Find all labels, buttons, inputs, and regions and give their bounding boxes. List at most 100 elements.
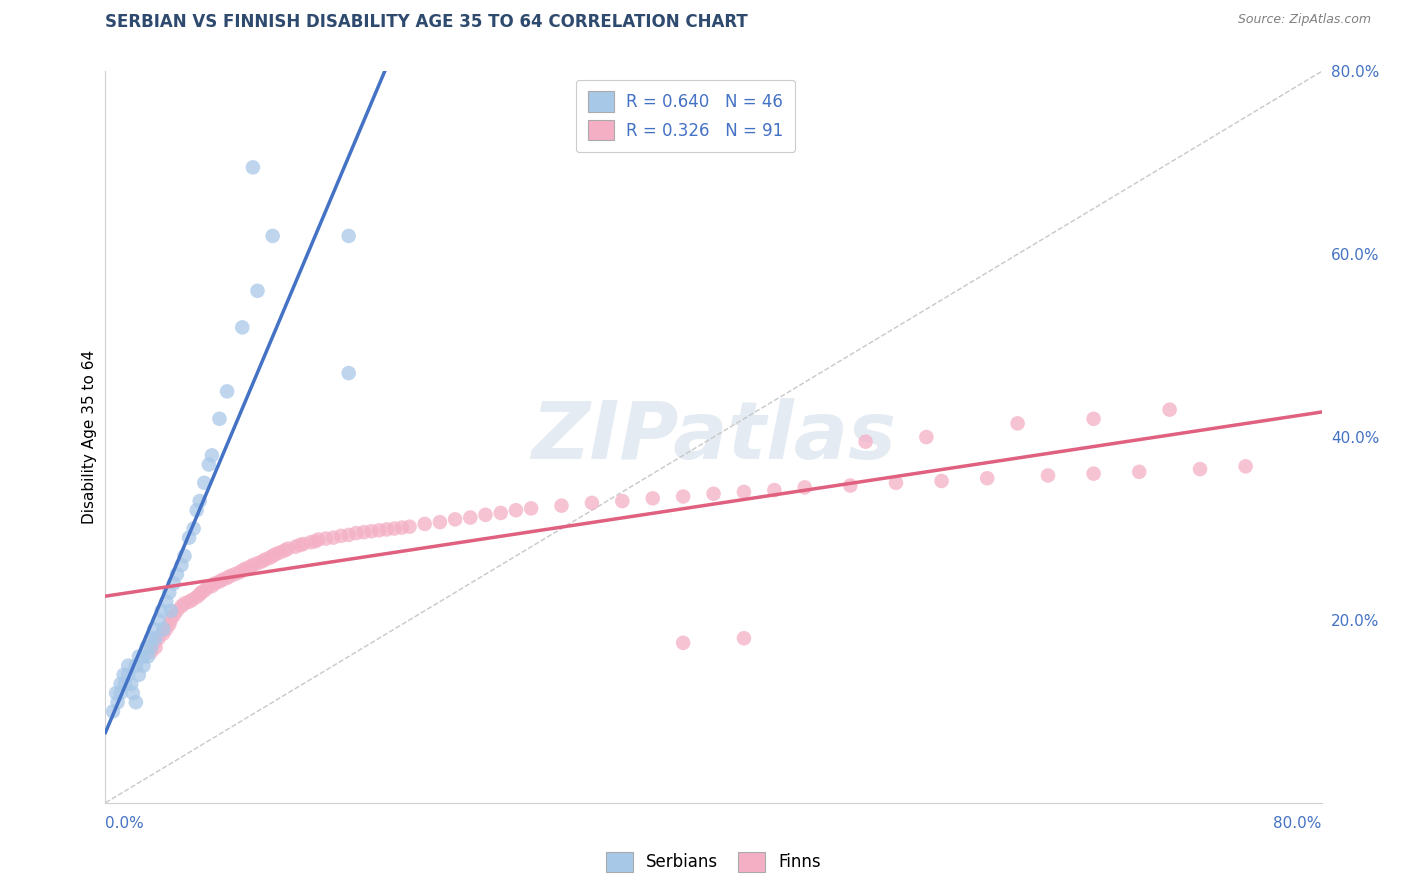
Point bbox=[170, 599, 193, 614]
Point bbox=[839, 478, 862, 492]
Point bbox=[1083, 467, 1105, 481]
Point bbox=[163, 608, 186, 623]
Point bbox=[702, 487, 725, 501]
Point bbox=[269, 545, 291, 559]
Point bbox=[208, 574, 231, 589]
Point bbox=[239, 560, 262, 574]
Point bbox=[976, 471, 998, 485]
Point bbox=[458, 510, 481, 524]
Point bbox=[288, 538, 311, 552]
Point bbox=[242, 161, 264, 175]
Point bbox=[259, 550, 281, 565]
Point bbox=[264, 547, 287, 561]
Point bbox=[198, 458, 221, 472]
Point bbox=[262, 228, 284, 243]
Point bbox=[112, 667, 135, 681]
Point bbox=[474, 508, 496, 522]
Point bbox=[155, 594, 177, 608]
Point bbox=[219, 569, 242, 583]
Point bbox=[188, 587, 211, 601]
Point bbox=[763, 483, 786, 497]
Point bbox=[224, 567, 246, 582]
Point bbox=[337, 528, 360, 542]
Point bbox=[139, 640, 162, 655]
Point bbox=[284, 540, 307, 554]
Text: 0.0%: 0.0% bbox=[105, 816, 145, 831]
Point bbox=[274, 543, 297, 558]
Point bbox=[125, 695, 148, 709]
Point bbox=[173, 549, 195, 563]
Point bbox=[262, 549, 284, 563]
Point bbox=[183, 521, 205, 535]
Point bbox=[641, 491, 664, 506]
Point bbox=[277, 541, 299, 556]
Point bbox=[157, 617, 180, 632]
Point bbox=[152, 622, 174, 636]
Point bbox=[307, 533, 329, 547]
Point bbox=[855, 434, 877, 449]
Point bbox=[186, 590, 208, 604]
Point bbox=[304, 534, 326, 549]
Point bbox=[166, 604, 188, 618]
Point bbox=[117, 658, 139, 673]
Point bbox=[193, 583, 215, 598]
Point bbox=[489, 506, 512, 520]
Point bbox=[315, 532, 337, 546]
Point bbox=[1159, 402, 1181, 417]
Point bbox=[612, 494, 634, 508]
Point bbox=[250, 554, 273, 568]
Point bbox=[117, 667, 139, 681]
Point bbox=[337, 366, 360, 380]
Point bbox=[211, 573, 233, 587]
Point bbox=[148, 632, 170, 646]
Point bbox=[177, 531, 200, 545]
Point bbox=[201, 449, 224, 463]
Point bbox=[145, 632, 167, 646]
Point bbox=[233, 562, 256, 576]
Point bbox=[330, 529, 353, 543]
Point bbox=[398, 519, 420, 533]
Point bbox=[884, 475, 907, 490]
Point bbox=[132, 658, 155, 673]
Point bbox=[148, 613, 170, 627]
Point bbox=[159, 604, 181, 618]
Point bbox=[413, 516, 436, 531]
Point bbox=[110, 686, 132, 700]
Point bbox=[444, 512, 467, 526]
Point bbox=[188, 494, 211, 508]
Point bbox=[128, 649, 150, 664]
Point bbox=[733, 632, 755, 646]
Point bbox=[217, 384, 239, 399]
Point bbox=[375, 523, 398, 537]
Point bbox=[143, 636, 166, 650]
Point bbox=[360, 524, 382, 539]
Point bbox=[195, 581, 218, 595]
Text: ZIPatlas: ZIPatlas bbox=[531, 398, 896, 476]
Point bbox=[931, 474, 953, 488]
Point bbox=[1234, 459, 1257, 474]
Point bbox=[391, 520, 413, 534]
Point bbox=[132, 649, 155, 664]
Point bbox=[520, 501, 543, 516]
Point bbox=[145, 640, 167, 655]
Point bbox=[193, 475, 215, 490]
Point bbox=[121, 686, 143, 700]
Point bbox=[915, 430, 938, 444]
Point bbox=[581, 496, 603, 510]
Point bbox=[107, 695, 129, 709]
Text: 80.0%: 80.0% bbox=[1274, 816, 1322, 831]
Point bbox=[1036, 468, 1059, 483]
Point bbox=[128, 667, 150, 681]
Point bbox=[173, 597, 195, 611]
Y-axis label: Disability Age 35 to 64: Disability Age 35 to 64 bbox=[82, 350, 97, 524]
Point bbox=[254, 552, 277, 566]
Point bbox=[139, 645, 162, 659]
Point bbox=[672, 636, 695, 650]
Text: Source: ZipAtlas.com: Source: ZipAtlas.com bbox=[1237, 13, 1371, 27]
Point bbox=[170, 558, 193, 573]
Point bbox=[228, 566, 250, 580]
Point bbox=[292, 537, 315, 551]
Point bbox=[150, 604, 173, 618]
Point bbox=[135, 640, 157, 655]
Point bbox=[672, 490, 695, 504]
